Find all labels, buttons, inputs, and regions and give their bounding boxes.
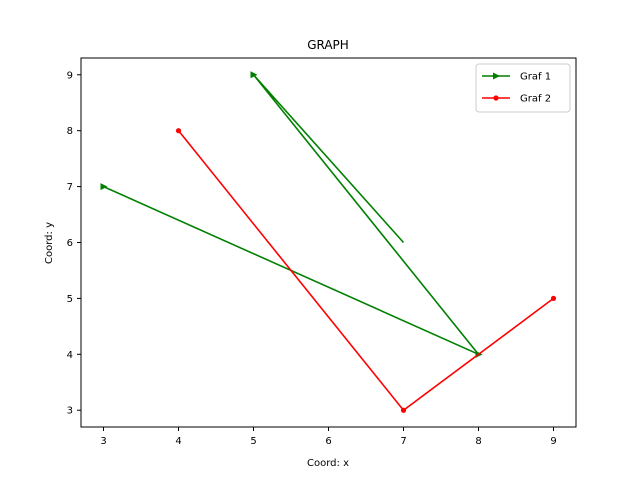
series-2 [175, 128, 557, 413]
y-tick-label: 3 [67, 406, 73, 417]
data-point [100, 183, 108, 191]
data-point [550, 295, 557, 302]
y-tick-label: 4 [67, 350, 73, 361]
data-point [175, 128, 182, 134]
y-tick-label: 6 [67, 238, 73, 249]
chart-title: GRAPH [307, 38, 349, 52]
y-tick-label: 8 [67, 126, 73, 137]
plot-area [80, 57, 577, 428]
x-tick-label: 9 [550, 436, 556, 447]
legend-swatch-marker [493, 95, 499, 101]
x-tick-label: 8 [475, 436, 481, 447]
x-tick-label: 5 [250, 436, 256, 447]
data-point [250, 71, 258, 79]
legend-label: Graf 2 [520, 94, 551, 105]
y-axis-label: Coord: y [44, 222, 55, 264]
legend: Graf 1 Graf 2 [475, 63, 571, 113]
x-axis-label: Coord: x [307, 458, 349, 469]
x-tick-label: 3 [100, 436, 106, 447]
data-point [400, 407, 407, 413]
y-tick-label: 9 [67, 70, 73, 81]
y-tick-label: 7 [67, 182, 73, 193]
x-tick-label: 7 [400, 436, 406, 447]
x-tick-label: 6 [325, 436, 331, 447]
legend-swatch-marker [493, 72, 500, 80]
y-tick-label: 5 [67, 294, 73, 305]
legend-label: Graf 1 [520, 72, 551, 83]
x-tick-label: 4 [175, 436, 181, 447]
